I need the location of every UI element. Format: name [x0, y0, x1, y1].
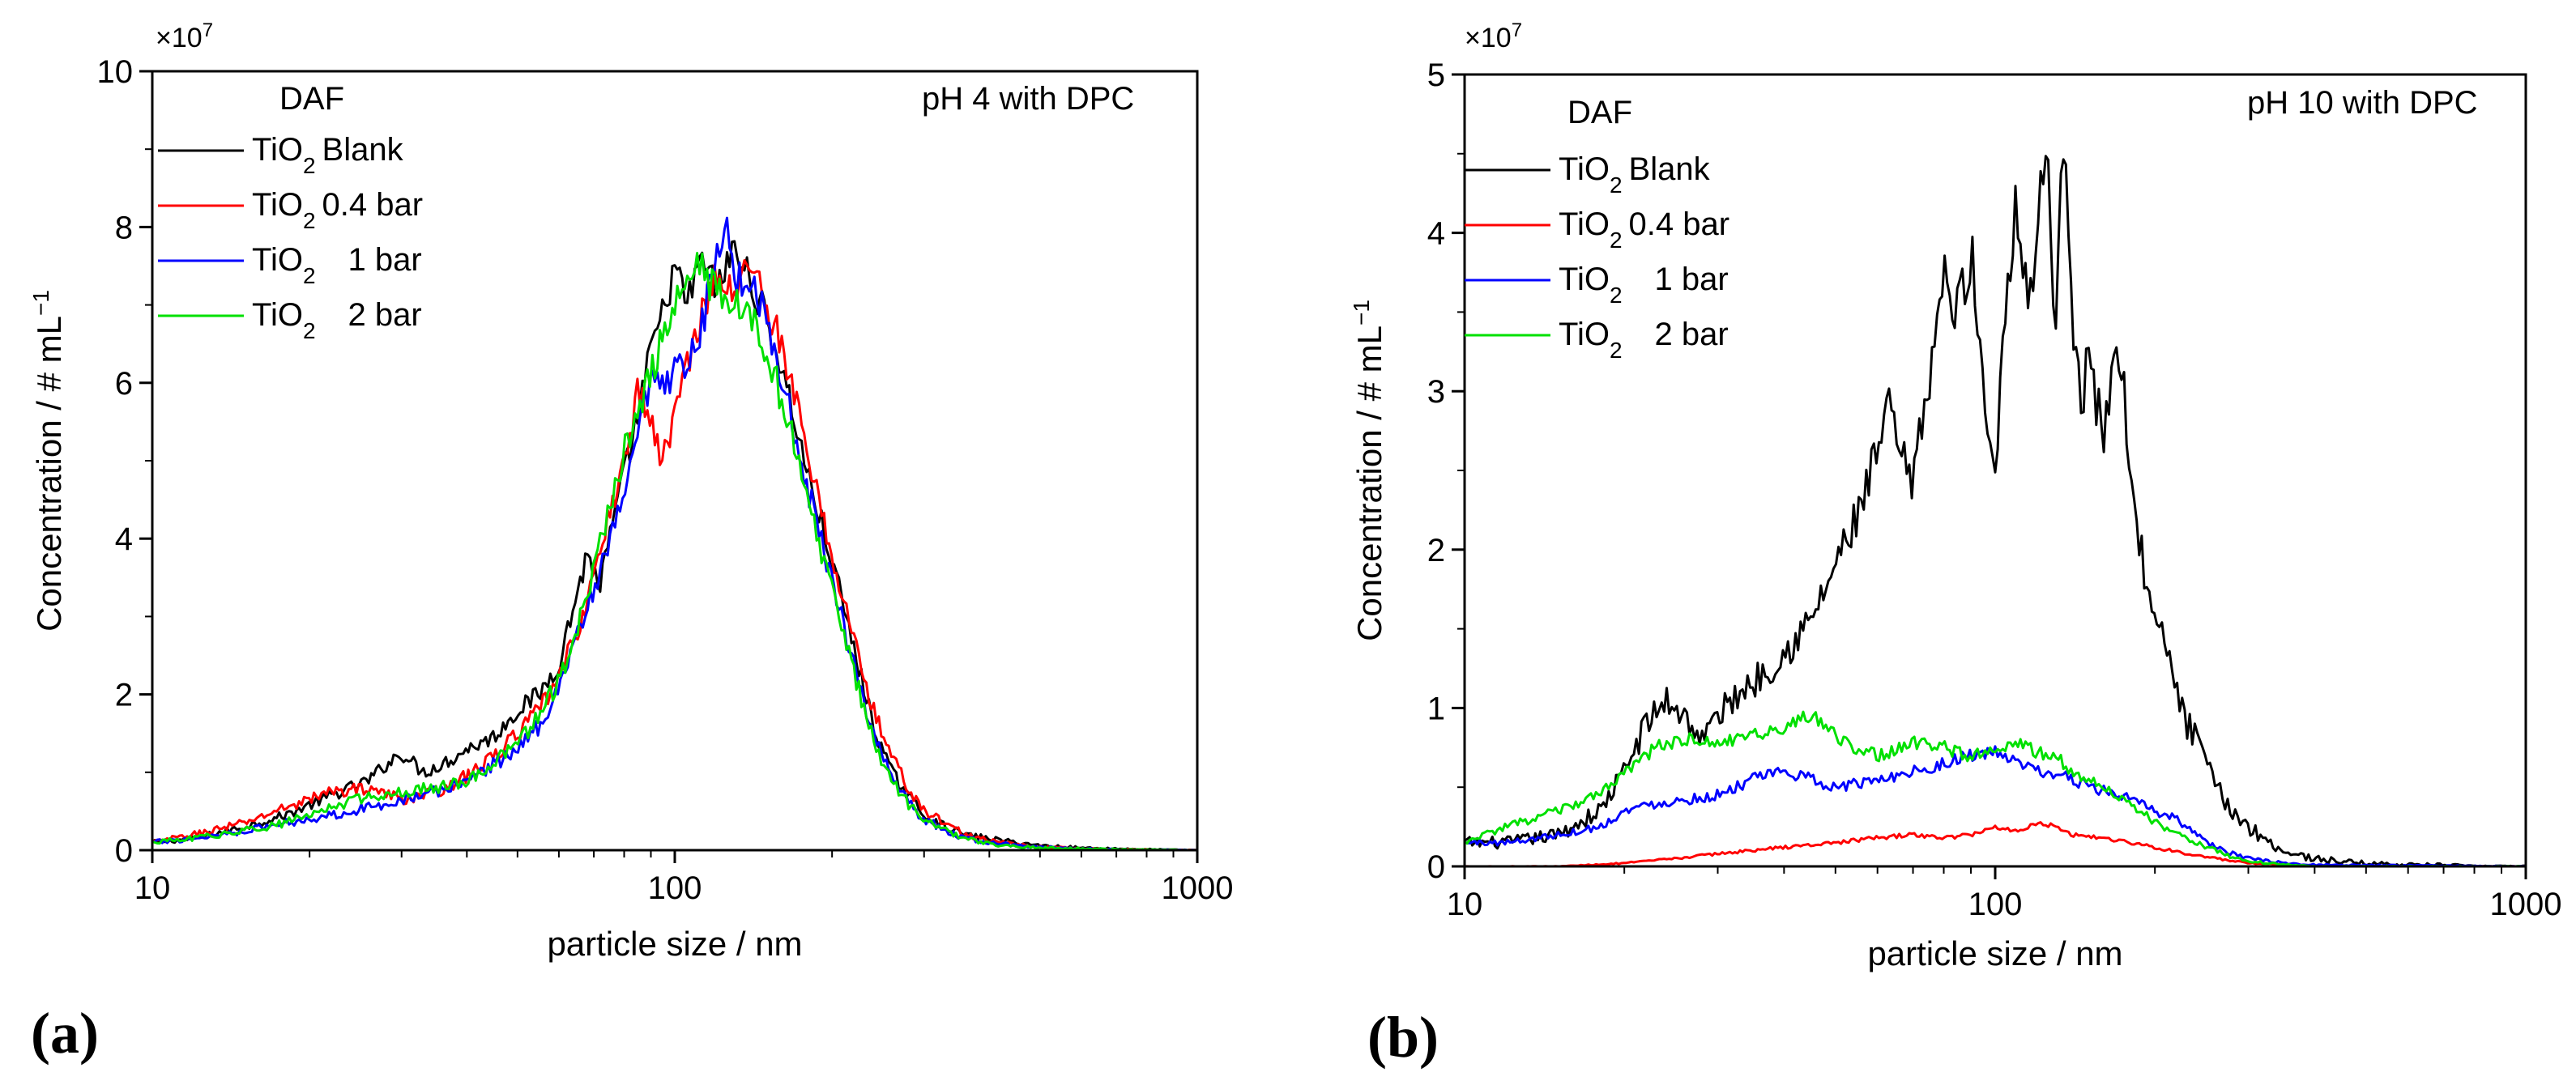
- condition-annotation: pH 10 with DPC: [2247, 85, 2478, 121]
- legend-item: TiO2 Blank: [1465, 151, 1711, 198]
- y-axis-title: Concentration / # mL−1: [28, 290, 69, 632]
- y-tick-label: 2: [1427, 533, 1445, 568]
- legend-label: TiO2 1 bar: [252, 242, 422, 288]
- x-tick-label: 10: [1447, 887, 1483, 922]
- legend: TiO2 Blank TiO2 0.4 bar TiO2 1 bar TiO2 2 bar: [1465, 151, 1729, 363]
- legend-title: DAF: [1567, 95, 1632, 130]
- plot-area: [1464, 155, 2527, 868]
- series-line-0-4-bar: [1465, 821, 2527, 868]
- legend-item: TiO2 1 bar: [1465, 262, 1729, 308]
- legend-item: TiO2 0.4 bar: [1465, 206, 1729, 253]
- chart-panel-a: 0 2 4 6 8 10 10 100 1000 ×107 particle size / nm Co…: [28, 19, 1234, 1066]
- panel-label: (b): [1367, 1005, 1439, 1070]
- x-tick-label: 100: [1968, 887, 2023, 922]
- legend-item: TiO2 Blank: [158, 132, 404, 178]
- legend-label: TiO2 2 bar: [1559, 317, 1729, 363]
- series-line-2-bar: [151, 252, 1197, 852]
- y-tick-label: 10: [97, 54, 134, 90]
- x-tick-label: 100: [648, 870, 702, 906]
- chart-panel-b: 0 1 2 3 4 5 10 100 1000 ×107 particle size / nm Con…: [1349, 19, 2562, 1070]
- x-tick-label: 1000: [1162, 870, 1234, 906]
- legend-item: TiO2 2 bar: [158, 297, 422, 343]
- x-axis-title: particle size / nm: [547, 925, 802, 963]
- legend-item: TiO2 1 bar: [158, 242, 422, 288]
- series-line-0-4-bar: [151, 259, 1198, 852]
- series-line-1-bar: [151, 216, 1198, 852]
- legend-item: TiO2 2 bar: [1465, 317, 1729, 363]
- y-tick-label: 0: [115, 833, 133, 869]
- legend-label: TiO2 0.4 bar: [1559, 206, 1729, 253]
- y-multiplier: ×107: [1465, 19, 1522, 54]
- x-tick-label: 1000: [2490, 887, 2562, 922]
- y-tick-label: 8: [115, 210, 133, 245]
- y-tick-label: 1: [1427, 691, 1445, 726]
- legend-title: DAF: [279, 81, 344, 117]
- legend-item: TiO2 0.4 bar: [158, 187, 423, 233]
- y-axis-title: Concentration / # mL−1: [1349, 300, 1389, 641]
- condition-annotation: pH 4 with DPC: [922, 81, 1134, 117]
- y-tick-label: 3: [1427, 374, 1445, 410]
- legend-label: TiO2 1 bar: [1559, 262, 1729, 308]
- legend-label: TiO2 Blank: [1559, 151, 1711, 198]
- y-tick-label: 5: [1427, 57, 1445, 93]
- x-axis-title: particle size / nm: [1867, 934, 2122, 972]
- legend: TiO2 Blank TiO2 0.4 bar TiO2 1 bar TiO2 2 bar: [158, 132, 423, 343]
- panel-label: (a): [31, 1001, 99, 1066]
- legend-label: TiO2 2 bar: [252, 297, 422, 343]
- y-tick-label: 6: [115, 366, 133, 402]
- plot-frame: [151, 70, 1199, 852]
- y-tick-label: 4: [1427, 216, 1445, 252]
- y-multiplier: ×107: [156, 19, 213, 54]
- legend-label: TiO2 0.4 bar: [252, 187, 423, 233]
- series-line-blank: [1464, 155, 2526, 868]
- series-line-2-bar: [1464, 710, 2526, 868]
- y-tick-label: 0: [1427, 849, 1445, 885]
- y-tick-label: 2: [115, 678, 133, 713]
- plot-area: [151, 216, 1198, 852]
- x-tick-label: 10: [134, 870, 171, 906]
- legend-label: TiO2 Blank: [252, 132, 404, 178]
- y-tick-label: 4: [115, 521, 133, 557]
